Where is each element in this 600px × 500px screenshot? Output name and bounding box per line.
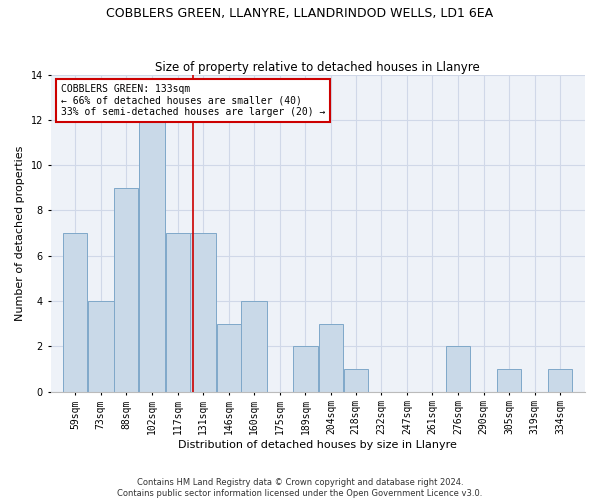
Text: COBBLERS GREEN: 133sqm
← 66% of detached houses are smaller (40)
33% of semi-det: COBBLERS GREEN: 133sqm ← 66% of detached… <box>61 84 326 117</box>
Bar <box>293 346 318 392</box>
Bar <box>190 233 216 392</box>
Bar <box>446 346 470 392</box>
Bar <box>319 324 343 392</box>
Bar <box>139 120 165 392</box>
Bar <box>63 233 87 392</box>
Y-axis label: Number of detached properties: Number of detached properties <box>15 146 25 321</box>
Bar <box>497 369 521 392</box>
Text: Contains HM Land Registry data © Crown copyright and database right 2024.
Contai: Contains HM Land Registry data © Crown c… <box>118 478 482 498</box>
Bar <box>344 369 368 392</box>
Bar <box>88 301 113 392</box>
Text: COBBLERS GREEN, LLANYRE, LLANDRINDOD WELLS, LD1 6EA: COBBLERS GREEN, LLANYRE, LLANDRINDOD WEL… <box>106 8 494 20</box>
Bar <box>548 369 572 392</box>
X-axis label: Distribution of detached houses by size in Llanyre: Distribution of detached houses by size … <box>178 440 457 450</box>
Bar <box>115 188 139 392</box>
Bar <box>217 324 241 392</box>
Bar <box>241 301 267 392</box>
Bar <box>166 233 190 392</box>
Title: Size of property relative to detached houses in Llanyre: Size of property relative to detached ho… <box>155 60 480 74</box>
